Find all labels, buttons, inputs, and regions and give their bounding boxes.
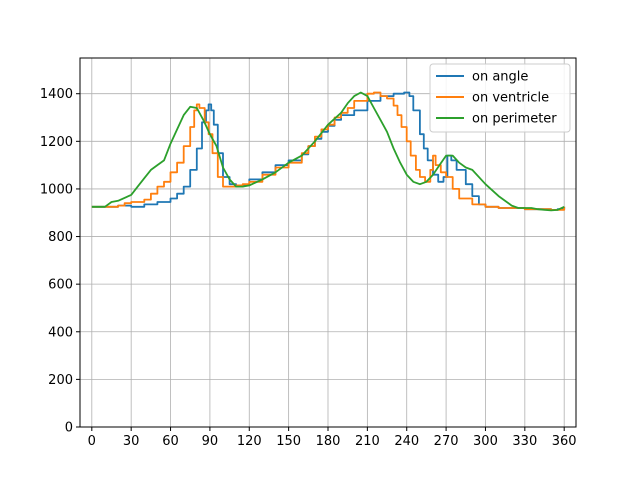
x-tick-label: 120 <box>237 434 262 449</box>
x-tick-label: 180 <box>316 434 341 449</box>
y-tick-label: 1200 <box>40 135 73 150</box>
y-tick-label: 1000 <box>40 182 73 197</box>
y-tick-label: 400 <box>48 325 73 340</box>
y-tick-label: 800 <box>48 230 73 245</box>
series-layer <box>91 91 566 212</box>
x-tick-label: 210 <box>355 434 380 449</box>
y-axis: 0 200 400 600 800 1000 1200 1400 <box>40 87 80 436</box>
y-tick-label: 0 <box>65 421 73 436</box>
legend-label-on-ventricle: on ventricle <box>472 91 549 106</box>
x-tick-label: 330 <box>512 434 537 449</box>
x-tick-label: 30 <box>123 434 140 449</box>
grid-lines <box>80 58 576 428</box>
x-axis: 0 30 60 90 120 150 180 210 240 270 300 330 360 <box>88 427 577 449</box>
y-tick-label: 1400 <box>40 87 73 102</box>
x-tick-label: 240 <box>394 434 419 449</box>
y-tick-label: 600 <box>48 278 73 293</box>
series-line-on-ventricle <box>91 91 566 211</box>
x-tick-label: 270 <box>434 434 459 449</box>
series-line-on-perimeter <box>91 91 565 212</box>
x-tick-label: 90 <box>202 434 219 449</box>
x-tick-label: 300 <box>473 434 498 449</box>
x-tick-label: 150 <box>276 434 301 449</box>
y-tick-label: 200 <box>48 373 73 388</box>
x-tick-label: 60 <box>162 434 179 449</box>
legend-label-on-angle: on angle <box>472 70 528 85</box>
legend-label-on-perimeter: on perimeter <box>472 112 557 127</box>
legend-box <box>429 63 571 133</box>
legend: on angle on ventricle on perimeter <box>429 63 571 133</box>
x-tick-label: 360 <box>552 434 577 449</box>
x-tick-label: 0 <box>88 434 96 449</box>
